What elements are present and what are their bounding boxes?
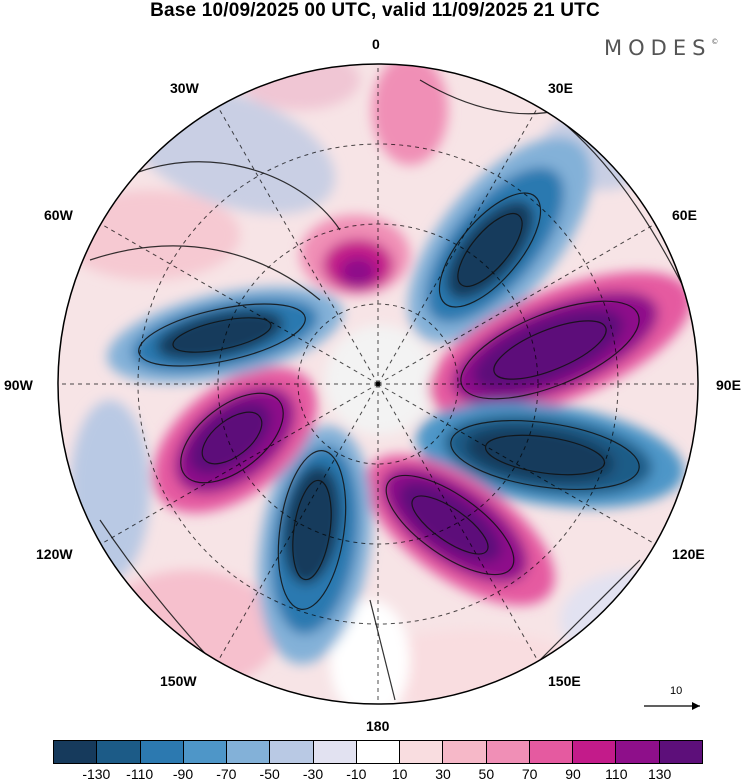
colorbar-swatch (572, 741, 616, 763)
lon-label-90e: 90E (716, 377, 741, 393)
lon-label-30w: 30W (170, 80, 199, 96)
lon-label-60w: 60W (44, 207, 73, 223)
lon-label-60e: 60E (672, 207, 697, 223)
anomaly-field (58, 64, 698, 704)
colorbar-tick-label: -70 (216, 766, 237, 782)
colorbar-tick-label: -50 (259, 766, 280, 782)
colorbar-swatch (615, 741, 659, 763)
colorbar-tick-label: -130 (82, 766, 111, 782)
colorbar-tick-label: -110 (126, 766, 154, 782)
lon-label-120e: 120E (672, 546, 705, 562)
colorbar-tick-label: 30 (435, 766, 451, 782)
lon-label-0: 0 (372, 36, 380, 52)
colorbar-swatch (442, 741, 486, 763)
colorbar-tick-label: -10 (346, 766, 367, 782)
colorbar-tick-label: -30 (302, 766, 324, 782)
colorbar-swatch (485, 741, 529, 763)
lon-label-120w: 120W (36, 546, 73, 562)
colorbar-tick-label: 110 (605, 766, 628, 782)
colorbar-tick-label: 10 (391, 766, 408, 782)
colorbar-tick-label: 50 (478, 766, 495, 782)
colorbar-tick-label: 70 (521, 766, 538, 782)
colorbar-swatch (269, 741, 313, 763)
colorbar-swatch (399, 741, 443, 763)
lon-label-180: 180 (366, 718, 390, 734)
reference-vector: 10 (640, 685, 706, 715)
map-title: Base 10/09/2025 00 UTC, valid 11/09/2025… (150, 0, 600, 21)
colorbar-tick-label: -90 (172, 766, 194, 782)
colorbar-tick-label: 130 (647, 766, 672, 782)
colorbar-swatch (96, 741, 140, 763)
lon-label-150w: 150W (160, 673, 197, 689)
colorbar-swatch (54, 741, 97, 763)
colorbar-swatch (182, 741, 227, 763)
wind-streamlines (89, 79, 691, 701)
modes-logo: MODES© (604, 36, 719, 60)
colorbar-swatch (139, 741, 183, 763)
colorbar-tick-label: 90 (565, 766, 581, 782)
colorbar-swatch (355, 741, 400, 763)
lon-label-150e: 150E (548, 673, 581, 689)
colorbar-swatch (528, 741, 573, 763)
colorbar-swatch (226, 741, 270, 763)
colorbar (53, 740, 703, 764)
lon-label-90w: 90W (4, 377, 33, 393)
colorbar-swatch (658, 741, 702, 763)
lon-label-30e: 30E (548, 80, 573, 96)
colorbar-swatch (312, 741, 356, 763)
